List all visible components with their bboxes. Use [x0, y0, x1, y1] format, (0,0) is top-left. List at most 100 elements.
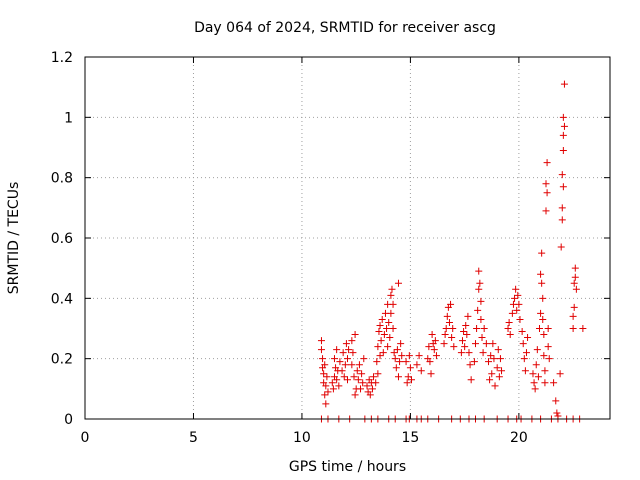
data-point: [328, 379, 336, 387]
data-point: [402, 358, 410, 366]
data-point: [534, 373, 542, 381]
tick-labels: 0 5 10 15 20 0 0.2 0.4 0.6 0.8 1 1.2: [51, 50, 528, 446]
data-point: [342, 340, 350, 348]
data-point: [477, 297, 485, 305]
data-point: [389, 300, 397, 308]
data-point: [524, 334, 532, 342]
data-point: [521, 367, 529, 375]
data-point: [464, 312, 472, 320]
data-point: [374, 343, 382, 351]
data-point: [344, 355, 351, 363]
data-point: [540, 352, 548, 360]
data-point: [571, 264, 579, 272]
data-point: [533, 346, 541, 354]
x-axis-label: GPS time / hours: [289, 459, 406, 475]
data-point: [514, 291, 522, 299]
data-point: [495, 373, 503, 381]
data-point: [372, 379, 380, 387]
data-point: [391, 355, 399, 363]
data-point: [393, 346, 401, 354]
data-point: [496, 355, 504, 363]
data-point: [366, 391, 374, 399]
data-point: [560, 80, 568, 88]
data-point: [532, 361, 540, 369]
data-point: [570, 303, 578, 311]
data-point: [373, 358, 381, 366]
data-point: [350, 373, 358, 381]
data-point: [398, 352, 406, 360]
y-axis-label: SRMTID / TECUs: [6, 182, 22, 295]
data-point: [427, 370, 435, 378]
x-tick-label: 10: [293, 430, 311, 446]
data-point: [542, 180, 550, 188]
data-point: [520, 355, 528, 363]
data-point: [538, 249, 546, 257]
data-point: [344, 376, 351, 384]
data-point: [544, 343, 552, 351]
data-point: [348, 337, 356, 345]
data-point: [571, 273, 579, 281]
data-point: [569, 325, 577, 332]
data-point: [559, 131, 567, 139]
data-point: [324, 388, 332, 396]
data-point: [448, 334, 456, 342]
data-point: [447, 300, 455, 308]
data-points: [317, 80, 587, 423]
data-point: [376, 321, 384, 329]
data-point: [480, 325, 488, 332]
data-point: [386, 334, 394, 342]
y-tick-label: 1: [64, 110, 73, 126]
data-point: [336, 358, 344, 366]
data-point: [557, 243, 565, 251]
data-point: [357, 385, 365, 393]
data-point: [417, 367, 425, 375]
data-point: [545, 355, 553, 363]
data-point: [341, 361, 349, 369]
data-point: [519, 340, 527, 348]
data-point: [404, 373, 412, 381]
data-point: [345, 346, 353, 354]
data-point: [376, 352, 384, 360]
axis-ticks: [84, 56, 610, 420]
data-point: [317, 346, 325, 354]
data-point: [333, 376, 341, 384]
data-point: [394, 373, 402, 381]
data-point: [494, 346, 502, 354]
data-point: [553, 409, 561, 417]
data-point: [513, 306, 521, 314]
data-point: [450, 343, 458, 351]
data-point: [375, 328, 383, 336]
x-tick-label: 5: [189, 430, 198, 446]
data-point: [475, 267, 483, 275]
data-point: [535, 325, 543, 332]
data-point: [478, 334, 486, 342]
data-point: [432, 352, 440, 360]
data-point: [351, 391, 359, 399]
data-point: [463, 331, 471, 339]
data-point: [560, 122, 568, 130]
data-point: [487, 352, 495, 360]
data-point: [394, 279, 402, 287]
data-point: [490, 355, 498, 363]
data-point: [340, 373, 348, 381]
data-point: [379, 349, 387, 357]
data-point: [330, 355, 338, 363]
data-point: [482, 340, 490, 348]
grid-lines: [85, 57, 610, 419]
data-point: [461, 343, 469, 351]
data-point: [339, 349, 347, 357]
data-point: [485, 358, 493, 366]
data-point: [370, 373, 378, 381]
data-point: [493, 364, 501, 372]
data-point: [321, 361, 329, 369]
data-point: [442, 325, 450, 332]
data-point: [355, 361, 363, 369]
data-point: [543, 159, 551, 167]
data-point: [529, 370, 537, 378]
data-point: [512, 285, 520, 293]
data-point: [383, 325, 391, 332]
data-point: [543, 189, 551, 197]
data-point: [389, 325, 397, 332]
data-point: [544, 325, 552, 332]
